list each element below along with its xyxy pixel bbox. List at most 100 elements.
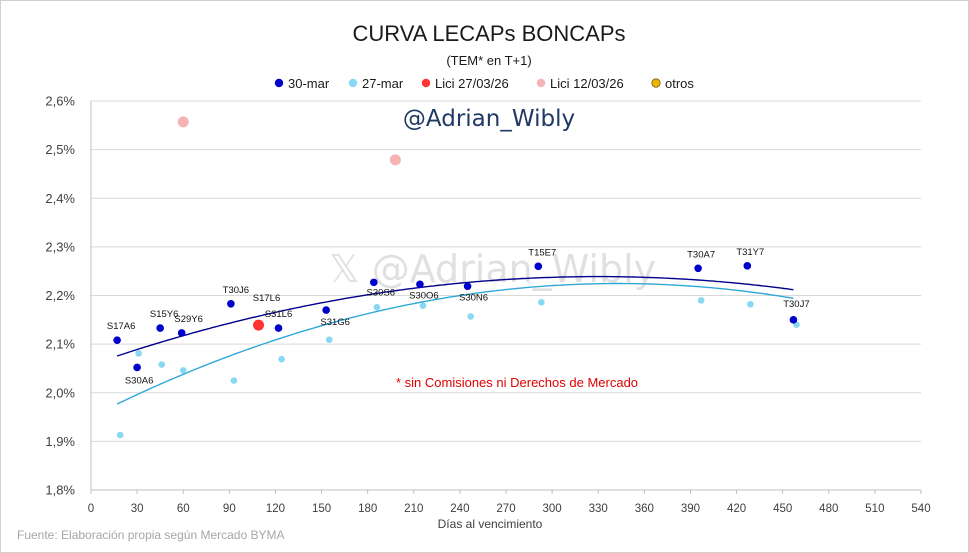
point-30-mar <box>322 306 330 314</box>
point-label: S17A6 <box>107 321 136 332</box>
legend-marker <box>536 78 546 88</box>
x-tick-label: 150 <box>312 503 331 515</box>
point-label: T30J6 <box>223 285 249 296</box>
x-tick-label: 0 <box>88 503 94 515</box>
x-tick-label: 330 <box>589 503 608 515</box>
point-30-mar <box>133 363 141 372</box>
x-tick-label: 480 <box>819 503 838 515</box>
point-30-mar <box>274 324 283 332</box>
point-27-mar <box>135 350 142 357</box>
point-label: S31G6 <box>320 317 350 328</box>
chart-subtitle: (TEM* en T+1) <box>446 53 531 68</box>
y-tick-label: 2,0% <box>45 385 75 400</box>
point-label: S30O6 <box>409 290 439 301</box>
author-handle: @Adrian_Wibly <box>403 106 575 132</box>
legend-marker <box>651 78 661 88</box>
point-27-mar <box>179 367 187 374</box>
x-axis-title: Días al vencimiento <box>438 517 543 531</box>
x-tick-label: 90 <box>223 503 236 515</box>
x-tick-label: 420 <box>727 503 746 515</box>
point-30-mar <box>743 262 752 270</box>
point-30-mar <box>416 280 424 289</box>
point-27-mar <box>373 303 381 311</box>
point-label: S29Y6 <box>174 314 203 325</box>
x-tick-label: 240 <box>450 503 469 515</box>
point-30-mar <box>694 264 702 273</box>
legend-label: 27-mar <box>362 76 404 91</box>
point-27-mar <box>419 302 427 310</box>
legend-marker <box>274 78 284 88</box>
x-tick-label: 390 <box>681 503 700 515</box>
watermark-text: 𝕏 @Adrian_Wibly <box>329 247 656 291</box>
point-27-mar <box>747 300 754 308</box>
y-tick-label: 1,8% <box>45 483 75 498</box>
y-tick-label: 2,6% <box>45 94 75 109</box>
footnote-note: * sin Comisiones ni Derechos de Mercado <box>396 375 638 390</box>
point-27-mar <box>697 297 705 304</box>
y-tick-label: 2,1% <box>45 337 75 352</box>
point-27-mar <box>116 431 124 439</box>
gridlines <box>91 100 921 491</box>
legend-label: Lici 27/03/26 <box>435 76 509 91</box>
x-tick-label: 120 <box>266 503 285 515</box>
x-tick-label: 180 <box>358 503 377 515</box>
point-27-mar <box>325 336 333 344</box>
point-27-mar <box>158 361 166 368</box>
point-27-mar <box>278 355 285 363</box>
point-30-mar <box>113 336 121 345</box>
x-tick-label: 360 <box>635 503 654 515</box>
x-tick-label: 300 <box>543 503 562 515</box>
x-tick-label: 210 <box>404 503 423 515</box>
trendline-30-mar <box>116 275 794 357</box>
point-27-mar <box>538 299 545 306</box>
x-tick-label: 60 <box>177 503 190 515</box>
point-30-mar <box>227 299 235 308</box>
y-tick-label: 2,5% <box>45 142 75 157</box>
point-lici-12-03-26 <box>177 116 189 128</box>
source-note: Fuente: Elaboración propia según Mercado… <box>17 528 285 542</box>
point-lici-12-03-26 <box>389 154 401 166</box>
legend: 30-mar 27-mar Lici 27/03/26 Lici 12/03/26 ot… <box>274 76 694 91</box>
point-27-mar <box>467 313 474 320</box>
chart-title: CURVA LECAPs BONCAPs <box>352 21 625 46</box>
data-points <box>113 116 800 439</box>
point-label: S30A6 <box>125 375 154 386</box>
point-30-mar <box>789 316 798 324</box>
point-label: T15E7 <box>528 247 556 258</box>
point-label: S30N6 <box>459 292 488 303</box>
trendline-27-mar <box>116 282 794 405</box>
point-label: S30S6 <box>367 287 396 298</box>
axes: 1,8% 1,9% 2,0% 2,1% 2,2% 2,3% 2,4% 2,5% 2,6% 0 30 6… <box>45 94 930 516</box>
point-30-mar <box>534 262 543 271</box>
point-lici-27-03-26 <box>253 319 265 331</box>
y-tick-label: 2,2% <box>45 288 75 303</box>
point-30-mar <box>370 278 378 287</box>
y-tick-label: 2,4% <box>45 191 75 206</box>
legend-marker <box>421 78 431 88</box>
point-27-mar <box>230 377 238 384</box>
point-label: S31L6 <box>265 309 292 320</box>
y-tick-label: 2,3% <box>45 239 75 254</box>
point-30-mar <box>177 329 186 337</box>
point-30-mar <box>463 282 472 291</box>
point-30-mar <box>156 324 164 332</box>
point-label: S15Y6 <box>150 309 179 320</box>
legend-label: otros <box>665 76 694 91</box>
legend-label: Lici 12/03/26 <box>550 76 624 91</box>
legend-label: 30-mar <box>288 76 330 91</box>
point-label: S17L6 <box>253 293 280 304</box>
y-tick-label: 1,9% <box>45 434 75 449</box>
x-tick-label: 540 <box>911 503 930 515</box>
point-label: T30J7 <box>783 299 809 310</box>
x-tick-label: 510 <box>865 503 884 515</box>
legend-marker <box>348 78 358 88</box>
trendlines <box>116 275 794 405</box>
x-tick-label: 450 <box>773 503 792 515</box>
point-label: T30A7 <box>687 249 715 260</box>
x-tick-label: 270 <box>496 503 515 515</box>
point-label: T31Y7 <box>736 247 764 258</box>
x-tick-label: 30 <box>131 503 144 515</box>
